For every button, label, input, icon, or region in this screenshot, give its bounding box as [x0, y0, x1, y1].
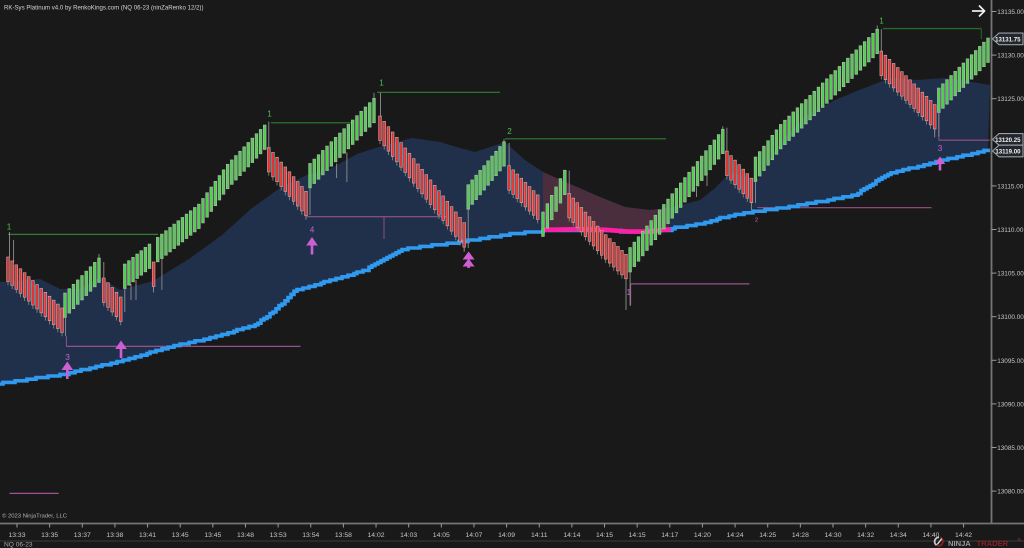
- svg-text:RK-Sys Platinum v4.0 by RenkoK: RK-Sys Platinum v4.0 by RenkoKings.com (…: [4, 5, 203, 12]
- svg-text:14:05: 14:05: [433, 532, 450, 539]
- svg-text:13:48: 13:48: [237, 532, 254, 539]
- svg-text:13090.00: 13090.00: [997, 401, 1024, 408]
- svg-text:14:20: 14:20: [694, 532, 711, 539]
- svg-text:3: 3: [65, 353, 70, 362]
- svg-text:13105.00: 13105.00: [997, 271, 1024, 278]
- svg-text:14:17: 14:17: [661, 532, 678, 539]
- svg-text:13100.00: 13100.00: [997, 314, 1024, 321]
- svg-text:13:33: 13:33: [8, 532, 25, 539]
- svg-text:1: 1: [879, 17, 884, 26]
- svg-text:13:37: 13:37: [74, 532, 91, 539]
- svg-text:13:45: 13:45: [172, 532, 189, 539]
- svg-text:13:38: 13:38: [106, 532, 123, 539]
- svg-text:14:40: 14:40: [922, 532, 939, 539]
- svg-text:14:15: 14:15: [629, 532, 646, 539]
- svg-text:14:03: 14:03: [400, 532, 417, 539]
- svg-text:13:54: 13:54: [302, 532, 319, 539]
- svg-text:NINJA: NINJA: [948, 539, 971, 548]
- svg-text:2: 2: [755, 218, 758, 224]
- svg-text:1: 1: [627, 288, 632, 297]
- svg-text:13:53: 13:53: [270, 532, 287, 539]
- svg-text:13135.00: 13135.00: [997, 9, 1024, 16]
- svg-text:4: 4: [310, 226, 315, 235]
- svg-text:14:02: 14:02: [368, 532, 385, 539]
- svg-text:14:34: 14:34: [890, 532, 907, 539]
- svg-text:13:58: 13:58: [335, 532, 352, 539]
- svg-text:14:14: 14:14: [563, 532, 580, 539]
- svg-text:13095.00: 13095.00: [997, 358, 1024, 365]
- svg-text:13125.00: 13125.00: [997, 96, 1024, 103]
- svg-text:1: 1: [379, 79, 384, 88]
- svg-text:14:15: 14:15: [596, 532, 613, 539]
- svg-text:14:28: 14:28: [792, 532, 809, 539]
- svg-text:13:35: 13:35: [41, 532, 58, 539]
- svg-text:14:24: 14:24: [727, 532, 744, 539]
- svg-text:1: 1: [7, 223, 12, 232]
- svg-text:NQ 06-23: NQ 06-23: [4, 542, 33, 548]
- svg-text:TRADER: TRADER: [977, 539, 1009, 548]
- svg-text:13110.00: 13110.00: [997, 227, 1024, 234]
- svg-text:13080.00: 13080.00: [997, 489, 1024, 496]
- svg-text:13119.00: 13119.00: [995, 148, 1021, 155]
- svg-text:14:25: 14:25: [759, 532, 776, 539]
- svg-text:14:11: 14:11: [531, 532, 548, 539]
- svg-text:14:32: 14:32: [857, 532, 874, 539]
- svg-text:14:07: 14:07: [465, 532, 482, 539]
- svg-text:3: 3: [938, 144, 943, 153]
- svg-text:© 2023 NinjaTrader, LLC: © 2023 NinjaTrader, LLC: [2, 513, 68, 520]
- svg-text:1: 1: [267, 110, 272, 119]
- svg-text:13120.25: 13120.25: [995, 137, 1021, 144]
- svg-text:13085.00: 13085.00: [997, 445, 1024, 452]
- svg-text:13131.75: 13131.75: [995, 36, 1021, 43]
- svg-text:13115.00: 13115.00: [997, 183, 1024, 190]
- svg-text:13130.00: 13130.00: [997, 53, 1024, 60]
- svg-text:2: 2: [507, 127, 512, 136]
- svg-text:14:42: 14:42: [955, 532, 972, 539]
- svg-text:13:41: 13:41: [139, 532, 156, 539]
- svg-text:13:45: 13:45: [204, 532, 221, 539]
- svg-text:14:09: 14:09: [498, 532, 515, 539]
- svg-text:®: ®: [1018, 537, 1022, 543]
- svg-text:14:30: 14:30: [824, 532, 841, 539]
